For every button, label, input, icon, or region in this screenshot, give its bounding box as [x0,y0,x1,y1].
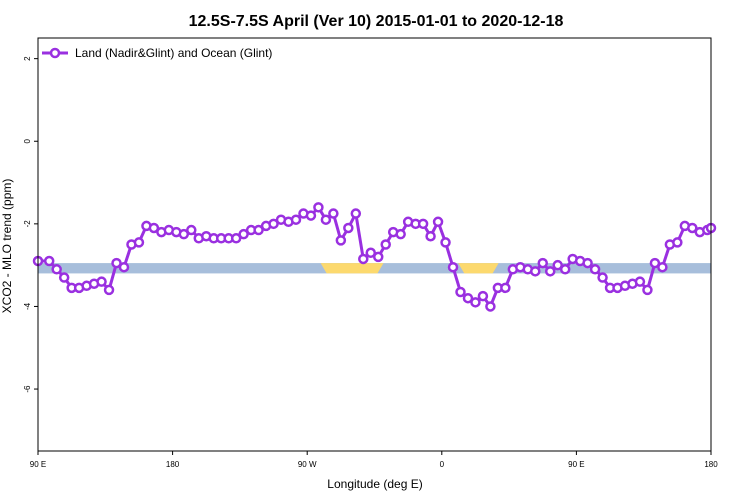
data-point [649,257,661,269]
data-point [672,237,683,248]
y-axis: 2 0 -2 -4 -6 [23,56,38,393]
y-tick-label: -6 [23,385,32,393]
data-point [470,297,481,308]
data-point [58,272,70,283]
data-point [485,301,496,312]
data-point [350,208,362,219]
data-point [372,251,384,263]
data-point [290,214,302,225]
data-point [552,259,563,271]
data-point [51,264,62,275]
data-point [642,284,653,296]
data-point [440,237,451,248]
data-point [500,282,511,294]
legend: Land (Nadir&Glint) and Ocean (Glint) [42,46,272,60]
plot-frame [37,37,712,452]
y-axis-label: XCO2 - MLO trend (ppm) [0,179,14,314]
data-point [148,222,160,234]
data-point [657,261,668,273]
data-point [597,272,608,283]
x-tick-label: 90 W [298,460,317,469]
data-point [186,224,197,236]
data-point [133,237,145,248]
series-points [32,202,717,312]
data-point [238,228,249,240]
data-point [530,266,541,277]
x-axis-label: Longitude (deg E) [327,477,422,491]
x-tick-label: 180 [704,460,718,469]
land-band-segment [320,263,384,274]
data-point [559,264,571,275]
data-point [343,222,354,234]
legend-label: Land (Nadir&Glint) and Ocean (Glint) [75,46,272,60]
x-axis: 90 E 180 90 W 0 90 E 180 [30,451,718,469]
land-band-segment [458,263,499,274]
data-point [687,222,698,234]
data-point [305,210,317,221]
data-point [447,261,459,273]
y-tick-label: 2 [23,56,32,61]
data-point [462,292,474,304]
x-tick-label: 90 E [30,460,46,469]
data-point [380,239,391,250]
y-tick-label: -4 [23,302,32,310]
data-point [328,208,339,219]
data-point [425,230,436,242]
x-tick-label: 90 E [568,460,584,469]
data-point [537,257,548,269]
data-point [230,233,242,244]
data-point [634,276,646,287]
data-point [268,218,279,230]
data-point [432,216,444,228]
plot-area [32,202,717,312]
data-point [320,214,332,225]
data-point [582,257,593,269]
land-band-layer [320,263,499,274]
data-point [395,228,406,240]
data-point [544,266,556,277]
data-point [96,276,107,287]
data-point [365,247,377,259]
data-point [43,255,55,267]
data-point [253,224,264,236]
data-point [103,284,115,296]
legend-marker [49,47,61,59]
data-point [477,290,489,302]
chart-title: 12.5S-7.5S April (Ver 10) 2015-01-01 to … [189,13,564,30]
data-point [589,264,601,275]
data-point [455,286,466,298]
data-point [417,218,429,230]
data-point [178,228,190,240]
x-tick-label: 0 [440,460,445,469]
data-point [358,253,369,265]
data-point [313,202,324,213]
x-tick-label: 180 [166,460,180,469]
data-point [335,235,347,246]
y-tick-label: 0 [23,138,32,143]
data-point [111,257,122,269]
data-point [118,261,130,273]
y-tick-label: -2 [23,220,32,228]
